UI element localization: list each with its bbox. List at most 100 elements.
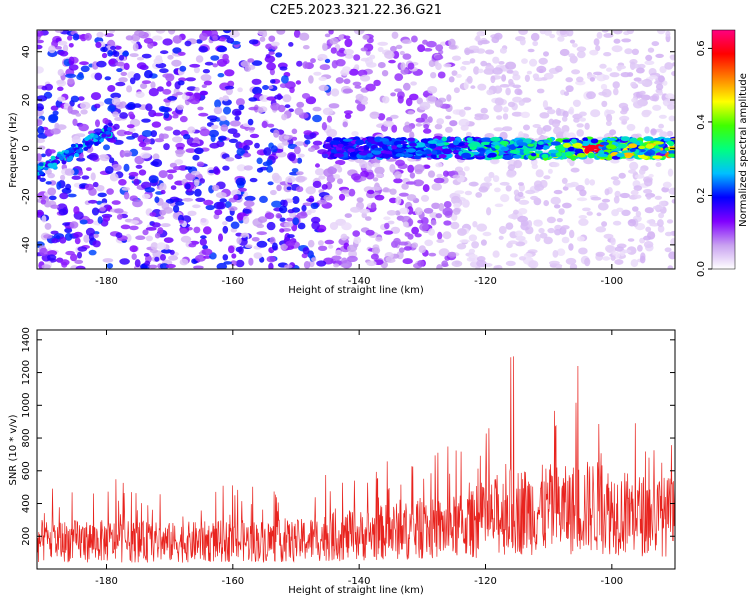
spectrogram-cell bbox=[160, 254, 166, 261]
spectrogram-cell bbox=[72, 33, 80, 41]
spectrogram-cell bbox=[148, 88, 159, 97]
spectrogram-cell bbox=[354, 64, 360, 70]
spectrogram-cell bbox=[643, 189, 653, 194]
spectrogram-cell bbox=[576, 76, 584, 83]
spectrogram-cell bbox=[433, 177, 445, 184]
spectrogram-cell bbox=[48, 195, 57, 201]
spectrogram-cell bbox=[154, 256, 160, 262]
spectrogram-cell bbox=[340, 263, 349, 268]
spectrogram-cell bbox=[390, 114, 399, 119]
spectrogram-cell bbox=[61, 160, 67, 165]
spectrogram-cell bbox=[140, 83, 148, 89]
spectrogram-cell bbox=[270, 41, 280, 47]
spectrogram-cell bbox=[351, 173, 361, 181]
snr-y-tick-label: 200 bbox=[21, 527, 32, 546]
spectrogram-ridge-cell bbox=[668, 153, 675, 158]
spectrogram-cell bbox=[492, 56, 500, 64]
spectrogram-cell bbox=[517, 191, 524, 197]
spectrogram-cell bbox=[314, 168, 325, 176]
spectrogram-ridge-cell bbox=[586, 144, 598, 150]
spectrogram-cell bbox=[621, 249, 632, 254]
spectrogram-ridge-cell bbox=[638, 145, 646, 150]
spectrogram-cell bbox=[609, 72, 620, 78]
spectrogram-cell bbox=[386, 210, 397, 216]
spectrogram-cell bbox=[423, 48, 433, 52]
spectrogram-cell bbox=[193, 137, 200, 142]
spectrogram-cell bbox=[494, 97, 504, 106]
spectrogram-cell bbox=[212, 35, 218, 41]
spectrogram-cell bbox=[559, 48, 570, 57]
spectrogram-cell bbox=[71, 175, 81, 180]
spectrogram-cell bbox=[468, 248, 476, 254]
spectrogram-cell bbox=[388, 59, 396, 64]
spectrogram-cell bbox=[301, 204, 307, 212]
spectrogram-cell bbox=[144, 260, 151, 266]
spectrogram-cell bbox=[141, 193, 151, 200]
spectrogram-cell bbox=[399, 50, 405, 56]
spectrogram-cell bbox=[184, 40, 192, 47]
spectrogram-cell bbox=[665, 30, 671, 38]
spectrogram-cell bbox=[451, 213, 458, 221]
spectrogram-cell bbox=[94, 72, 103, 81]
spectrogram-cell bbox=[37, 153, 42, 162]
spectrogram-cell bbox=[499, 181, 510, 186]
spectrogram-cell bbox=[210, 124, 219, 130]
spectrogram-cell bbox=[198, 46, 208, 53]
spectrogram-cell bbox=[64, 232, 73, 241]
spectrogram-cell bbox=[61, 187, 72, 194]
spectrogram-cell bbox=[88, 140, 94, 145]
spectrogram-cell bbox=[438, 248, 450, 257]
spectrogram-cell bbox=[375, 173, 385, 178]
spectrogram-cell bbox=[45, 181, 52, 185]
spectrogram-cell bbox=[493, 265, 500, 269]
spectrogram-cell bbox=[352, 230, 361, 237]
spectrogram-ridge-cell bbox=[558, 144, 564, 150]
spectrogram-cell bbox=[395, 44, 403, 50]
spectrogram-cell bbox=[192, 154, 200, 161]
spectrogram-cell bbox=[39, 171, 44, 176]
spectrogram-cell bbox=[119, 112, 128, 119]
spectrogram-cell bbox=[173, 166, 182, 171]
snr-x-ticks: -180 -160 -140 -120 -100 bbox=[95, 330, 623, 587]
spectrogram-cell bbox=[633, 185, 643, 192]
spectrogram-cell bbox=[417, 44, 425, 53]
spectrogram-cell bbox=[257, 30, 267, 36]
spectrogram-cell bbox=[554, 229, 562, 236]
spectrogram-cell bbox=[148, 175, 159, 184]
spectrogram-cell bbox=[38, 145, 46, 150]
spectrogram-cell bbox=[531, 163, 538, 170]
spectrogram-cell bbox=[41, 215, 47, 223]
spectrogram-cell bbox=[64, 149, 70, 154]
spectrogram-cell bbox=[595, 45, 601, 52]
spectrogram-cell bbox=[670, 238, 675, 246]
spectrogram-cell bbox=[309, 132, 317, 139]
spectrogram-cell bbox=[391, 31, 399, 39]
spectrogram-cell bbox=[573, 117, 580, 123]
spectrogram-cell bbox=[93, 233, 99, 238]
spectrogram-cell bbox=[195, 55, 204, 63]
spectrogram-cell bbox=[110, 45, 117, 50]
spectrogram-cell bbox=[249, 177, 258, 183]
spectrogram-y-label: Frequency (Hz) bbox=[8, 112, 19, 188]
spectrogram-ridge-cell bbox=[509, 150, 521, 154]
spectrogram-cell bbox=[435, 44, 444, 52]
spectrogram-cell bbox=[292, 196, 300, 204]
spectrogram-cell bbox=[141, 146, 152, 151]
spectrogram-cell bbox=[619, 115, 630, 122]
spectrogram-cell bbox=[436, 118, 445, 125]
spectrogram-cell bbox=[502, 106, 509, 113]
spectrogram-cell bbox=[129, 53, 139, 58]
spectrogram-cell bbox=[601, 221, 608, 227]
spectrogram-cell bbox=[613, 38, 621, 44]
spectrogram-cell bbox=[626, 123, 636, 131]
spectrogram-cell bbox=[670, 56, 675, 61]
spectrogram-cell bbox=[427, 86, 438, 94]
spectrogram-cell bbox=[70, 253, 78, 262]
spectrogram-cell bbox=[123, 191, 130, 200]
spectrogram-cell bbox=[384, 222, 390, 230]
spectrogram-cell bbox=[266, 221, 276, 231]
spectrogram-cell bbox=[152, 35, 163, 41]
spectrogram-cell bbox=[164, 126, 174, 131]
spectrogram-cell bbox=[322, 107, 334, 116]
spectrogram-cell bbox=[394, 88, 403, 93]
